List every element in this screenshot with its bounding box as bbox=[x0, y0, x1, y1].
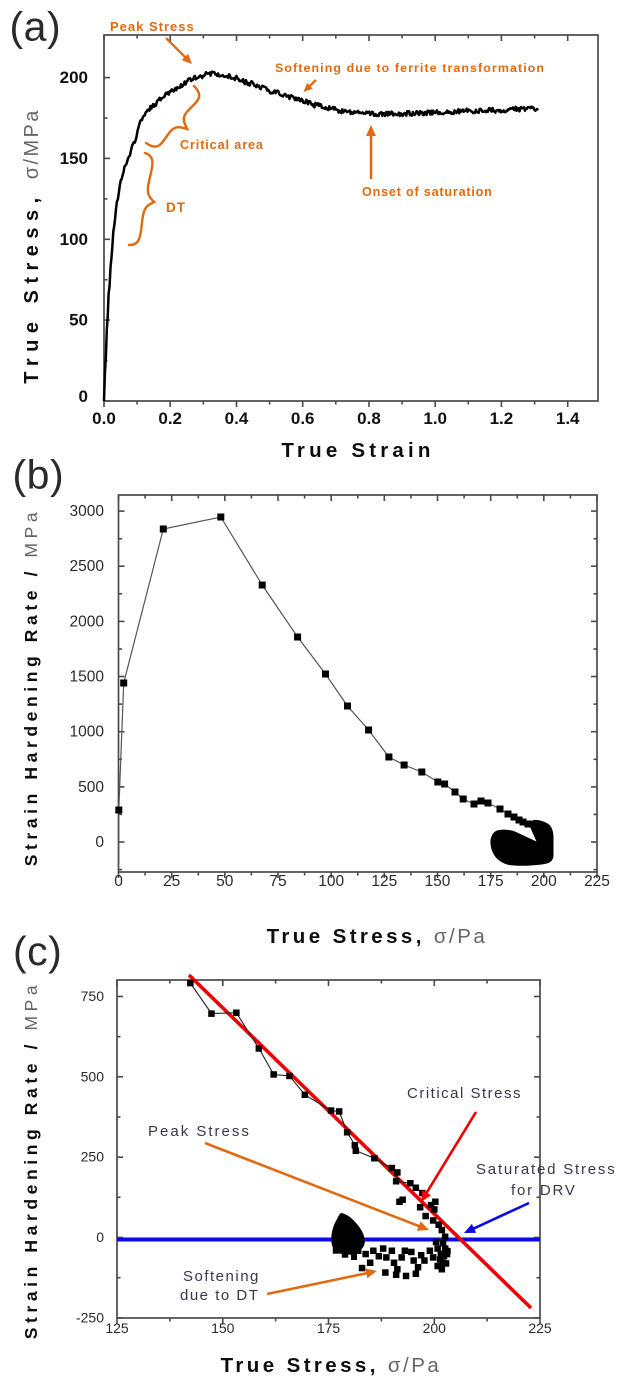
svg-text:2500: 2500 bbox=[70, 558, 105, 575]
svg-text:200: 200 bbox=[60, 68, 88, 87]
svg-text:True Stress, σ/Pa: True Stress, σ/Pa bbox=[221, 1354, 442, 1377]
svg-text:Peak Stress: Peak Stress bbox=[110, 19, 195, 34]
svg-text:0: 0 bbox=[96, 1229, 104, 1245]
svg-text:0.0: 0.0 bbox=[92, 409, 116, 428]
svg-text:125: 125 bbox=[371, 873, 397, 890]
svg-text:Onset of saturation: Onset of saturation bbox=[362, 185, 493, 199]
svg-text:True Strain: True Strain bbox=[281, 439, 434, 462]
svg-text:225: 225 bbox=[528, 1320, 552, 1336]
svg-text:750: 750 bbox=[81, 988, 105, 1004]
svg-text:150: 150 bbox=[211, 1320, 235, 1336]
svg-text:0: 0 bbox=[114, 873, 123, 890]
svg-text:1.4: 1.4 bbox=[556, 409, 580, 428]
svg-text:0.6: 0.6 bbox=[291, 409, 315, 428]
svg-text:1.0: 1.0 bbox=[423, 409, 447, 428]
svg-text:2000: 2000 bbox=[70, 613, 105, 630]
svg-text:150: 150 bbox=[425, 873, 451, 890]
svg-text:due to DT: due to DT bbox=[180, 1287, 259, 1304]
svg-text:125: 125 bbox=[105, 1320, 129, 1336]
svg-text:150: 150 bbox=[60, 149, 88, 168]
svg-text:175: 175 bbox=[478, 873, 504, 890]
svg-text:Strain Hardening Rate / MPa: Strain Hardening Rate / MPa bbox=[21, 508, 41, 867]
svg-text:3000: 3000 bbox=[70, 503, 105, 520]
svg-text:1500: 1500 bbox=[70, 669, 105, 686]
svg-text:DT: DT bbox=[166, 200, 186, 215]
svg-text:0.4: 0.4 bbox=[225, 409, 249, 428]
svg-text:100: 100 bbox=[318, 873, 344, 890]
svg-text:Peak Stress: Peak Stress bbox=[148, 1123, 251, 1140]
svg-text:50: 50 bbox=[69, 311, 88, 330]
svg-text:Strain Hardening Rate / MPa: Strain Hardening Rate / MPa bbox=[21, 981, 41, 1340]
svg-text:100: 100 bbox=[60, 230, 88, 249]
svg-text:75: 75 bbox=[269, 873, 286, 890]
svg-text:Saturated Stress: Saturated Stress bbox=[476, 1161, 617, 1178]
svg-text:(c): (c) bbox=[13, 928, 62, 974]
svg-text:200: 200 bbox=[531, 873, 557, 890]
svg-text:Critical area: Critical area bbox=[180, 138, 264, 152]
svg-text:50: 50 bbox=[216, 873, 234, 890]
svg-text:0: 0 bbox=[95, 834, 104, 851]
svg-text:Softening due to ferrite trans: Softening due to ferrite transformation bbox=[275, 61, 545, 75]
svg-text:500: 500 bbox=[78, 779, 104, 796]
svg-text:1000: 1000 bbox=[70, 724, 105, 741]
svg-text:Critical Stress: Critical Stress bbox=[407, 1085, 522, 1102]
svg-text:200: 200 bbox=[423, 1320, 447, 1336]
svg-text:Softening: Softening bbox=[183, 1268, 260, 1285]
svg-text:225: 225 bbox=[584, 873, 610, 890]
svg-text:True Stress, σ/MPa: True Stress, σ/MPa bbox=[21, 108, 43, 384]
svg-text:175: 175 bbox=[317, 1320, 341, 1336]
svg-text:25: 25 bbox=[163, 873, 180, 890]
svg-text:1.2: 1.2 bbox=[490, 409, 514, 428]
svg-text:(b): (b) bbox=[13, 452, 65, 498]
svg-text:(a): (a) bbox=[10, 4, 62, 50]
svg-text:0.8: 0.8 bbox=[357, 409, 381, 428]
svg-text:-250: -250 bbox=[76, 1309, 104, 1325]
svg-text:250: 250 bbox=[81, 1149, 105, 1165]
svg-text:0: 0 bbox=[79, 387, 88, 406]
svg-text:for DRV: for DRV bbox=[511, 1182, 577, 1199]
svg-text:0.2: 0.2 bbox=[158, 409, 182, 428]
svg-text:True Stress, σ/Pa: True Stress, σ/Pa bbox=[267, 925, 488, 948]
svg-text:500: 500 bbox=[81, 1068, 105, 1084]
